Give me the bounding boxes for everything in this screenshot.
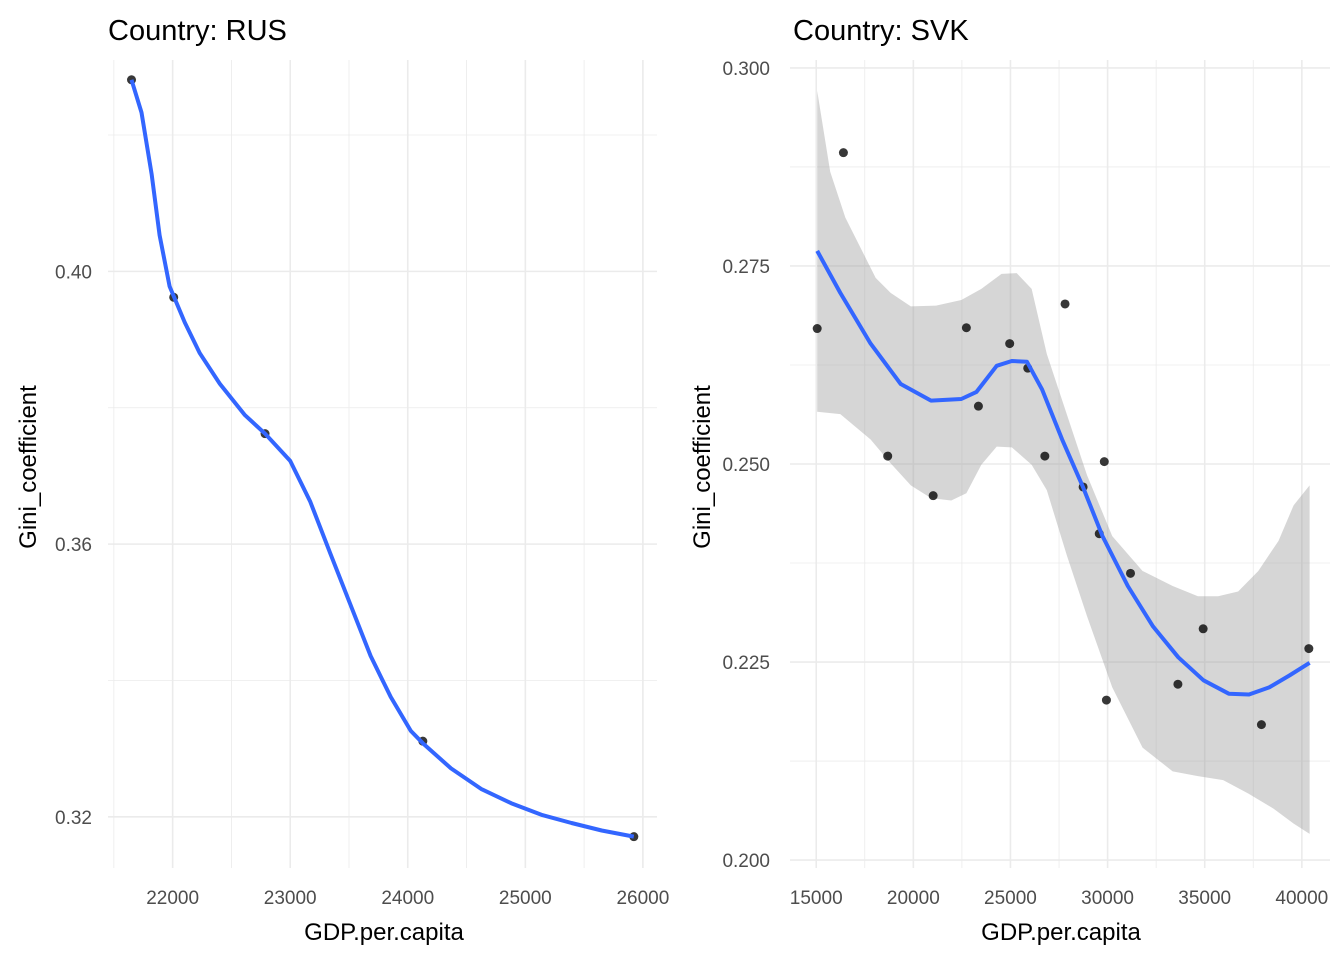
series-svk xyxy=(812,90,1314,834)
data-point xyxy=(1060,299,1070,309)
x-tick-label: 23000 xyxy=(264,888,317,909)
x-tick-label: 22000 xyxy=(146,888,199,909)
y-tick-label: 0.40 xyxy=(55,262,92,283)
smooth-line xyxy=(815,249,1311,697)
data-point xyxy=(928,491,938,501)
smooth-line xyxy=(129,79,635,839)
data-point xyxy=(1173,679,1183,689)
data-point xyxy=(1304,644,1314,654)
grid-rus xyxy=(108,60,657,868)
data-point xyxy=(1256,720,1266,730)
confidence-ribbon xyxy=(817,90,1310,834)
panel-rus: 22000 23000 24000 25000 26000 0.32 0.36 0.40 Co… xyxy=(15,15,669,946)
data-point xyxy=(1040,451,1050,461)
panel-title-rus: Country: RUS xyxy=(108,15,287,47)
data-point xyxy=(961,323,971,333)
series-rus xyxy=(127,75,639,842)
panel-svk: 15000 20000 25000 30000 35000 40000 0.200 0.225… xyxy=(689,15,1330,946)
y-tick-label: 0.275 xyxy=(722,257,770,278)
x-tick-label: 25000 xyxy=(984,888,1037,909)
y-tick-label: 0.32 xyxy=(55,808,92,829)
ticks-svk: 15000 20000 25000 30000 35000 40000 0.200 0.225… xyxy=(722,59,1328,909)
panel-title-svk: Country: SVK xyxy=(793,15,969,47)
y-tick-label: 0.225 xyxy=(722,653,770,674)
y-tick-label: 0.250 xyxy=(722,455,770,476)
data-point xyxy=(1101,695,1111,705)
data-point xyxy=(1198,624,1208,634)
x-tick-label: 40000 xyxy=(1275,888,1328,909)
data-point xyxy=(1099,457,1109,467)
data-point xyxy=(973,401,983,411)
x-tick-label: 35000 xyxy=(1178,888,1231,909)
x-tick-label: 26000 xyxy=(616,888,669,909)
y-axis-label-svk: Gini_coefficient xyxy=(689,385,716,549)
x-axis-label-svk: GDP.per.capita xyxy=(981,919,1141,946)
ticks-rus: 22000 23000 24000 25000 26000 0.32 0.36 0.40 xyxy=(55,262,669,909)
data-point xyxy=(883,451,893,461)
x-tick-label: 20000 xyxy=(887,888,940,909)
y-tick-label: 0.36 xyxy=(55,535,92,556)
data-point xyxy=(1126,568,1136,578)
x-tick-label: 24000 xyxy=(381,888,434,909)
x-tick-label: 25000 xyxy=(499,888,552,909)
y-tick-label: 0.300 xyxy=(722,59,770,80)
y-tick-label: 0.200 xyxy=(722,851,770,872)
x-axis-label-rus: GDP.per.capita xyxy=(304,919,464,946)
grid-svk xyxy=(790,60,1330,868)
x-tick-label: 30000 xyxy=(1081,888,1134,909)
data-point xyxy=(812,324,822,334)
data-point xyxy=(1005,339,1015,349)
data-point xyxy=(838,148,848,158)
x-tick-label: 15000 xyxy=(790,888,843,909)
y-axis-label-rus: Gini_coefficient xyxy=(15,385,42,549)
